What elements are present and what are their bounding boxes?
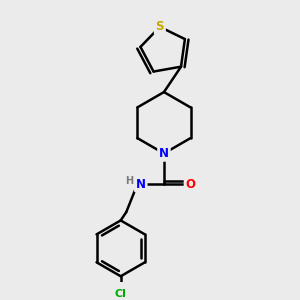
Text: S: S (156, 20, 164, 33)
Text: O: O (185, 178, 196, 191)
Text: H: H (126, 176, 134, 186)
Text: N: N (159, 147, 169, 160)
Text: N: N (136, 178, 146, 191)
Text: Cl: Cl (115, 290, 127, 299)
